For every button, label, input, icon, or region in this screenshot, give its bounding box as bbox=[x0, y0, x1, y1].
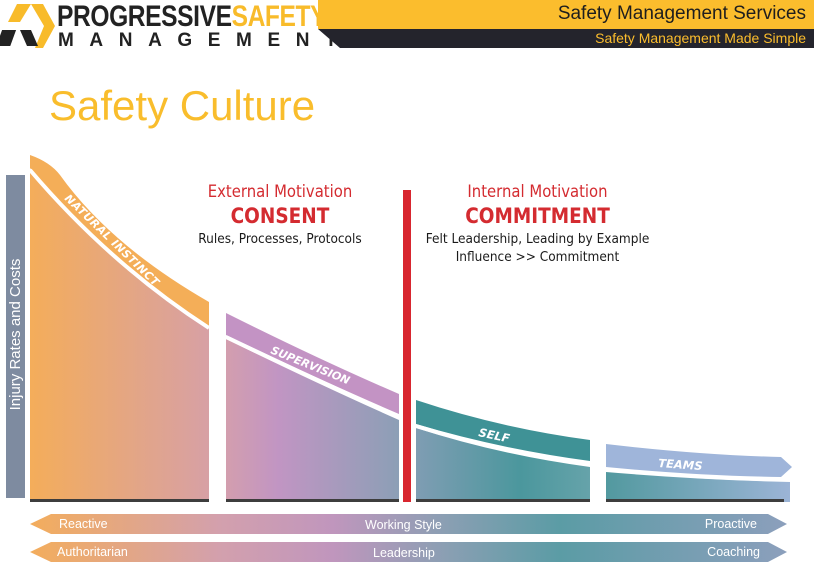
stage-supervision: SUPERVISION bbox=[225, 313, 400, 502]
internal-description-line1: Felt Leadership, Leading by Example bbox=[425, 231, 650, 247]
leadership-left-label: Authoritarian bbox=[57, 545, 128, 559]
leadership-name: Leadership bbox=[373, 546, 435, 560]
company-logo[interactable]: PROGRESSIVESAFETY MANAGEMENT bbox=[0, 0, 337, 52]
y-axis-bar: Injury Rates and Costs bbox=[6, 175, 25, 498]
internal-motivation-heading: Internal Motivation bbox=[467, 182, 608, 201]
motivation-divider bbox=[403, 190, 411, 502]
external-motivation-heading: External Motivation bbox=[207, 182, 353, 201]
working-style-left-label: Reactive bbox=[59, 517, 108, 531]
logo-word-primary: PROGRESSIVE bbox=[57, 0, 232, 33]
logo-word-accent: SAFETY bbox=[231, 0, 327, 33]
working-style-arrow bbox=[30, 514, 787, 534]
commitment-heading: COMMITMENT bbox=[465, 204, 610, 228]
header-banner: Safety Management Services bbox=[318, 0, 814, 29]
internal-motivation-block: Internal Motivation COMMITMENT Felt Lead… bbox=[410, 181, 665, 266]
stage-self: SELF bbox=[415, 400, 591, 502]
logo-arrow-icon bbox=[0, 4, 55, 48]
logo-word-secondary: MANAGEMENT bbox=[58, 30, 353, 51]
leadership-right-label: Coaching bbox=[707, 545, 760, 559]
stage-teams: TEAMS bbox=[605, 444, 792, 502]
consent-heading: CONSENT bbox=[230, 204, 330, 228]
external-motivation-block: External Motivation CONSENT Rules, Proce… bbox=[155, 181, 405, 248]
leadership-arrow bbox=[30, 542, 787, 562]
banner-title: Safety Management Services bbox=[557, 3, 806, 24]
logo-wordmark: PROGRESSIVESAFETY bbox=[57, 0, 327, 34]
stage-label-teams: TEAMS bbox=[658, 456, 703, 473]
banner-strip bbox=[318, 29, 814, 48]
external-description: Rules, Processes, Protocols bbox=[198, 231, 362, 247]
internal-description-line2: Influence >> Commitment bbox=[455, 249, 620, 265]
stage-label-self: SELF bbox=[477, 425, 511, 445]
working-style-name: Working Style bbox=[365, 518, 442, 532]
banner-subtitle: Safety Management Made Simple bbox=[595, 30, 806, 46]
page-title: Safety Culture bbox=[49, 82, 316, 129]
working-style-right-label: Proactive bbox=[704, 517, 757, 531]
